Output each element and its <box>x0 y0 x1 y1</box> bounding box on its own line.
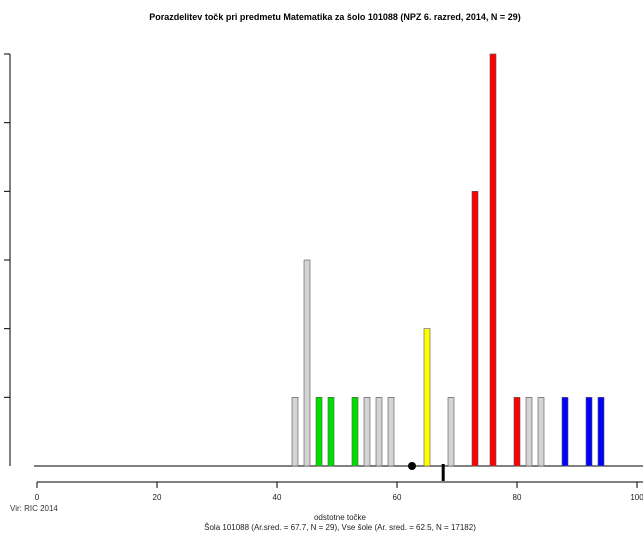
bar <box>489 53 497 467</box>
x-axis-label: odstotne točke <box>314 513 367 522</box>
bar <box>363 397 371 467</box>
y-axis <box>4 53 11 466</box>
all-schools-mean-marker <box>408 462 416 470</box>
bar <box>597 397 605 467</box>
bar <box>561 397 569 467</box>
x-axis: 0 20 40 60 80 100 <box>34 465 643 502</box>
source-note: Vir: RIC 2014 <box>10 504 58 513</box>
chart-title: Porazdelitev točk pri predmetu Matematik… <box>149 12 520 22</box>
bar <box>387 397 395 467</box>
bar <box>375 397 383 467</box>
bar <box>447 397 455 467</box>
bar <box>513 397 521 467</box>
x-tick-label: 60 <box>393 493 402 502</box>
x-tick-label: 20 <box>153 493 162 502</box>
bars <box>291 53 605 467</box>
bar <box>525 397 533 467</box>
bar <box>351 397 359 467</box>
school-mean-marker <box>441 464 445 481</box>
x-tick-label: 40 <box>273 493 282 502</box>
x-tick-label: 80 <box>513 493 522 502</box>
bar <box>327 397 335 467</box>
bar <box>315 397 323 467</box>
x-tick-label: 0 <box>35 493 40 502</box>
footnote: Šola 101088 (Ar.sred. = 67.7, N = 29), V… <box>204 523 476 532</box>
bar <box>303 259 311 467</box>
bar <box>537 397 545 467</box>
bar <box>471 191 479 467</box>
markers <box>408 462 445 481</box>
x-tick-label: 100 <box>630 493 643 502</box>
bar <box>585 397 593 467</box>
bar <box>423 328 431 467</box>
bar <box>291 397 299 467</box>
